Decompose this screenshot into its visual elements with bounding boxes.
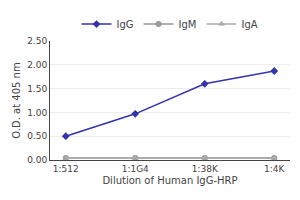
svg-text:1:38K: 1:38K [192, 164, 219, 174]
svg-text:1.50: 1.50 [27, 84, 47, 94]
svg-text:1:4K: 1:4K [264, 164, 285, 174]
svg-text:2.50: 2.50 [27, 36, 47, 46]
svg-text:IgM: IgM [179, 19, 197, 30]
svg-text:2.00: 2.00 [27, 60, 47, 70]
svg-text:1.00: 1.00 [27, 108, 47, 118]
svg-text:O.D. at 405 nm: O.D. at 405 nm [11, 62, 22, 138]
svg-text:1:1G4: 1:1G4 [122, 164, 149, 174]
svg-text:IgA: IgA [241, 19, 257, 30]
svg-text:1:512: 1:512 [53, 164, 79, 174]
svg-text:0.50: 0.50 [27, 131, 47, 141]
svg-text:Dilution of Human IgG-HRP: Dilution of Human IgG-HRP [102, 175, 237, 186]
svg-text:IgG: IgG [117, 19, 134, 30]
svg-text:0.00: 0.00 [27, 155, 47, 165]
